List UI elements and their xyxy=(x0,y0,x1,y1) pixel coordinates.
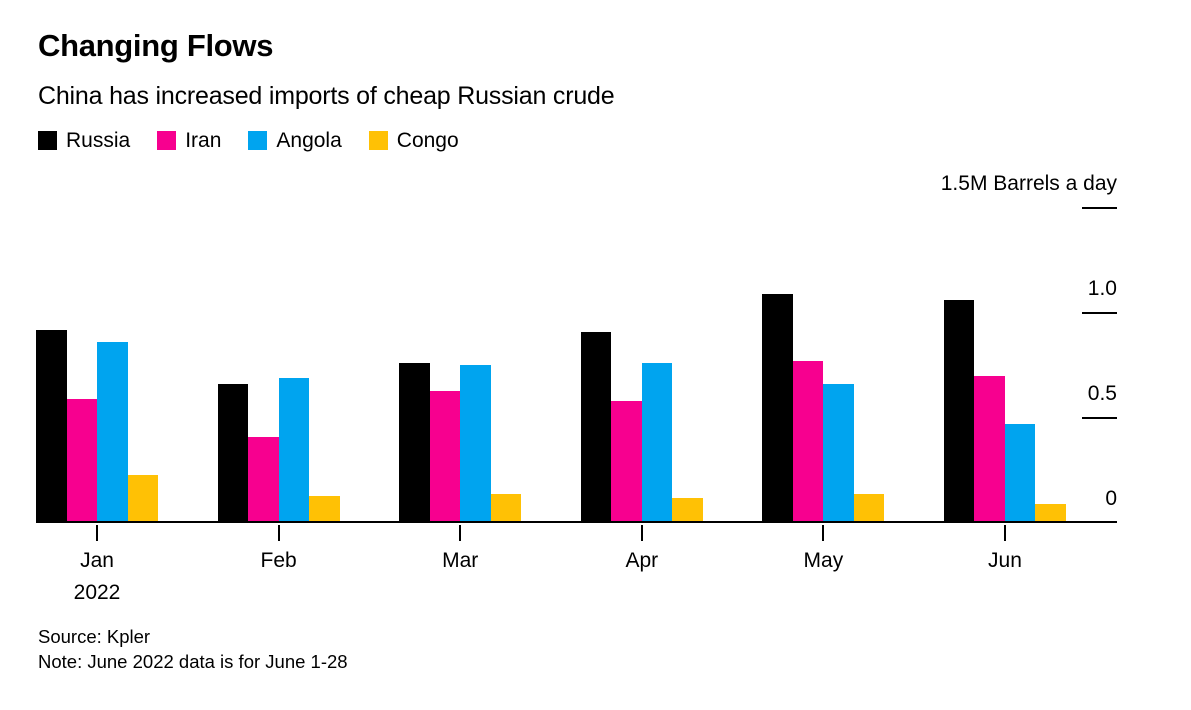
x-label-mar: Mar xyxy=(442,549,479,572)
plot-area: Jan 2022 Feb Mar Apr May Jun xyxy=(36,209,1066,603)
legend-swatch-russia xyxy=(38,131,57,150)
bar-angola-may xyxy=(823,384,854,523)
y-tick-dash-1-0 xyxy=(1082,312,1117,314)
x-tick-jun xyxy=(1003,525,1006,541)
x-tick-jan xyxy=(96,525,98,541)
legend-item-iran: Iran xyxy=(157,130,221,151)
legend-swatch-iran xyxy=(157,131,177,150)
bar-russia-jan xyxy=(36,330,67,523)
legend-item-russia: Russia xyxy=(38,130,130,151)
bar-group-feb: Feb xyxy=(217,209,340,571)
y-tick-label-1-5m: 1.5M Barrels a day xyxy=(940,172,1117,195)
y-tick-dash-0-5 xyxy=(1082,417,1117,419)
legend-swatch-angola xyxy=(248,131,268,150)
chart-footer: Source: Kpler Note: June 2022 data is fo… xyxy=(38,624,348,674)
x-tick-may xyxy=(822,525,825,541)
note-text: Note: June 2022 data is for June 1-28 xyxy=(38,651,348,672)
legend-label-russia: Russia xyxy=(66,129,131,152)
legend: Russia Iran Angola Congo xyxy=(38,130,459,151)
bar-congo-feb xyxy=(309,496,340,523)
x-label-may: May xyxy=(803,549,844,572)
bar-russia-may xyxy=(762,294,793,523)
x-label-feb: Feb xyxy=(260,549,297,572)
bar-congo-may xyxy=(853,494,885,523)
bar-russia-apr xyxy=(580,332,612,523)
y-tick-label-0-5: 0.5 xyxy=(1087,382,1117,405)
bar-group-may: May xyxy=(762,209,885,571)
x-label-apr: Apr xyxy=(625,549,659,572)
y-tick-dash-1-5m xyxy=(1082,207,1117,209)
bar-iran-apr xyxy=(611,401,642,523)
bar-group-apr: Apr xyxy=(580,209,703,571)
bar-congo-apr xyxy=(672,498,703,523)
legend-item-congo: Congo xyxy=(368,129,459,152)
x-tick-feb xyxy=(277,525,280,541)
legend-swatch-congo xyxy=(368,131,388,150)
legend-label-congo: Congo xyxy=(396,129,459,152)
bar-congo-mar xyxy=(490,494,522,523)
x-label-jan: Jan xyxy=(80,549,114,572)
legend-label-iran: Iran xyxy=(185,129,222,152)
y-tick-label-0: 0 xyxy=(1105,487,1117,510)
source-text: Source: Kpler xyxy=(38,626,151,647)
chart-subtitle: China has increased imports of cheap Rus… xyxy=(38,82,615,110)
x-tick-mar xyxy=(459,525,462,541)
x-tick-apr xyxy=(640,525,643,541)
x-label-jun: Jun xyxy=(988,549,1022,572)
bar-russia-mar xyxy=(399,363,430,523)
bar-congo-jan xyxy=(127,475,158,523)
bar-angola-jan xyxy=(97,342,128,523)
y-tick-label-1-0: 1.0 xyxy=(1087,277,1117,300)
bar-angola-apr xyxy=(641,363,673,523)
legend-label-angola: Angola xyxy=(276,129,342,152)
bar-iran-feb xyxy=(248,437,279,523)
bar-group-mar: Mar xyxy=(399,209,522,571)
bar-iran-jan xyxy=(66,399,97,523)
x-sublabel-2022: 2022 xyxy=(73,581,121,604)
bar-group-jun: Jun xyxy=(943,209,1066,571)
bar-iran-may xyxy=(792,361,824,523)
bar-russia-jun xyxy=(943,300,975,523)
x-axis-line xyxy=(36,521,1117,523)
bar-iran-mar xyxy=(429,391,461,523)
bar-angola-jun xyxy=(1004,424,1036,523)
chart-title: Changing Flows xyxy=(38,28,274,63)
bar-angola-feb xyxy=(278,378,310,523)
legend-item-angola: Angola xyxy=(248,129,342,152)
bar-angola-mar xyxy=(460,365,491,523)
bar-group-jan: Jan 2022 xyxy=(36,209,158,603)
bar-congo-jun xyxy=(1035,504,1066,523)
bar-russia-feb xyxy=(217,384,249,523)
bar-iran-jun xyxy=(974,376,1005,523)
